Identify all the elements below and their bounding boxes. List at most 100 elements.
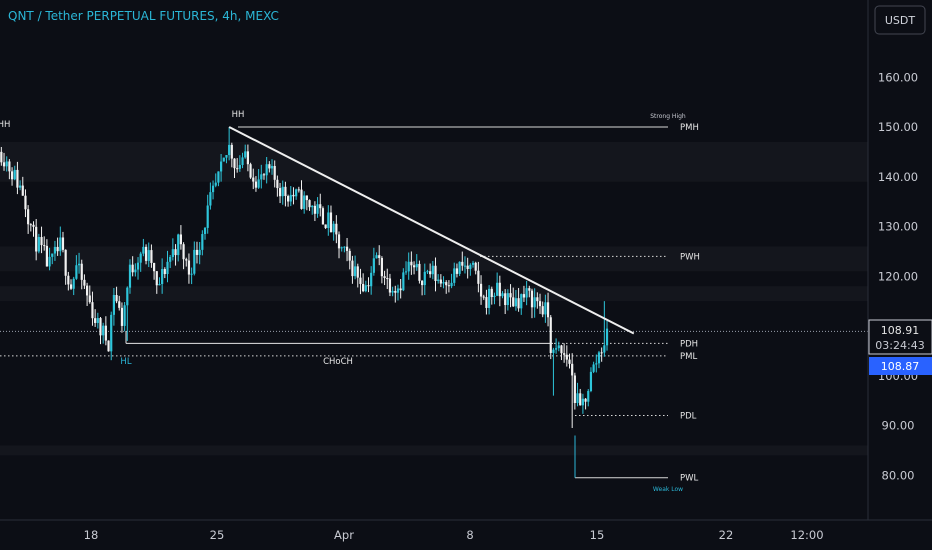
- candle-body: [498, 282, 501, 297]
- time-axis[interactable]: 18 25 Apr 8 15 22 12:00: [84, 528, 824, 542]
- candle-body: [112, 295, 115, 315]
- candle: [351, 255, 354, 284]
- candle: [118, 295, 121, 311]
- candle: [498, 275, 501, 307]
- candle: [410, 251, 413, 275]
- candle: [445, 280, 448, 294]
- candle-body: [522, 294, 526, 298]
- candle: [131, 256, 134, 277]
- candle-body: [372, 258, 375, 273]
- candle: [367, 277, 370, 293]
- candle: [230, 142, 233, 168]
- candle-body: [0, 151, 3, 163]
- currency-button[interactable]: USDT: [874, 5, 926, 35]
- candle-body: [142, 246, 145, 254]
- candle: [144, 244, 148, 265]
- candle-body: [520, 294, 523, 309]
- candle-body: [179, 234, 182, 245]
- candle: [488, 285, 491, 315]
- candle: [222, 157, 225, 162]
- time-tick-label: 25: [210, 528, 225, 542]
- price-tick-label: 160.00: [878, 70, 918, 84]
- candle: [86, 282, 89, 306]
- level-label: PDL: [680, 412, 697, 422]
- candle-body: [120, 307, 124, 326]
- candle: [211, 180, 215, 200]
- candle: [348, 248, 351, 270]
- candle-body: [589, 371, 593, 391]
- candle: [415, 254, 418, 271]
- time-tick-label: 18: [84, 528, 99, 542]
- candle: [2, 152, 6, 171]
- candle-body: [418, 263, 421, 281]
- candle-body: [254, 181, 258, 188]
- candle: [27, 205, 30, 234]
- time-tick-label: 12:00: [790, 528, 823, 542]
- candle: [32, 221, 35, 237]
- candle-body: [335, 223, 338, 235]
- candle-body: [163, 269, 166, 275]
- candle: [150, 244, 153, 268]
- candle-body: [404, 271, 408, 273]
- candle-body: [463, 265, 467, 267]
- price-tick-label: 130.00: [878, 220, 918, 234]
- candle-body: [292, 194, 295, 197]
- candle: [268, 161, 271, 173]
- price-axis[interactable]: 160.00150.00140.00130.00120.00110.00100.…: [878, 70, 918, 482]
- candle-body: [35, 226, 38, 252]
- candle: [332, 221, 335, 241]
- candle: [69, 279, 73, 290]
- candle-body: [541, 306, 544, 315]
- candle-body: [252, 177, 255, 182]
- candle-body: [86, 285, 89, 296]
- candle-body: [434, 265, 437, 281]
- candle: [429, 263, 432, 278]
- candle-body: [482, 296, 485, 298]
- candle: [396, 284, 400, 301]
- candle-body: [273, 165, 276, 180]
- candle: [313, 201, 316, 222]
- candle-body: [362, 283, 365, 292]
- candle: [198, 242, 201, 265]
- candle: [209, 182, 212, 210]
- candle: [61, 231, 65, 253]
- candle-body: [61, 237, 65, 250]
- candle-body: [182, 244, 185, 260]
- candle-body: [367, 285, 370, 287]
- price-tick-label: 150.00: [878, 120, 918, 134]
- candle: [254, 176, 258, 192]
- candle: [568, 353, 571, 369]
- candle: [517, 288, 520, 312]
- zone-band: [0, 445, 868, 455]
- candle-body: [525, 288, 528, 298]
- candle-body: [375, 255, 378, 259]
- candle-body: [603, 345, 606, 353]
- candles-group: [0, 127, 609, 428]
- candle: [485, 289, 488, 315]
- candle: [453, 262, 456, 286]
- candle: [592, 361, 595, 374]
- candle-body: [161, 269, 164, 285]
- candle-body: [126, 287, 129, 306]
- time-tick-label: 15: [590, 528, 605, 542]
- candle-body: [493, 295, 496, 297]
- candle: [477, 261, 480, 293]
- candle-body: [592, 364, 595, 372]
- candle: [479, 275, 483, 305]
- candle-body: [394, 290, 397, 293]
- candle: [19, 180, 22, 191]
- candle: [161, 258, 164, 294]
- candle: [504, 289, 507, 315]
- candle: [455, 263, 459, 278]
- candle: [463, 256, 467, 274]
- candle: [155, 270, 158, 294]
- candle-body: [249, 164, 252, 178]
- candle-body: [128, 264, 132, 288]
- currency-button-label: USDT: [885, 14, 916, 27]
- candle-body: [5, 161, 8, 167]
- candle-body: [501, 293, 504, 297]
- candle-body: [573, 375, 576, 403]
- candle-body: [150, 250, 153, 263]
- candle-body: [407, 261, 410, 272]
